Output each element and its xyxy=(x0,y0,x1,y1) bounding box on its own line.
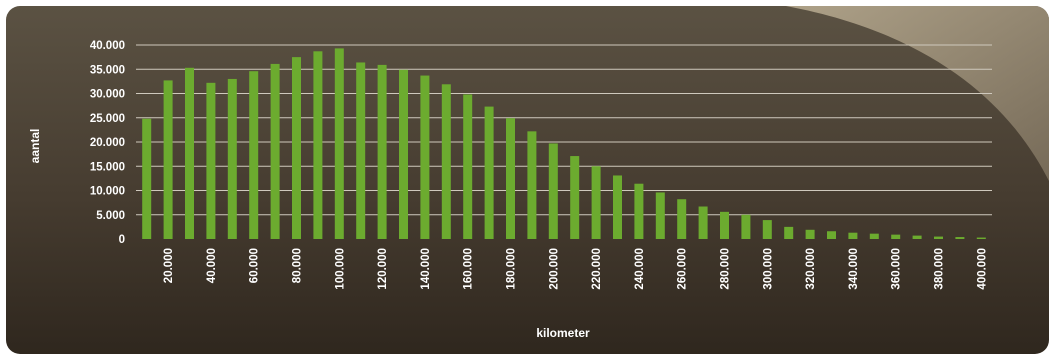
x-tick-label: 320.000 xyxy=(805,248,817,290)
x-tick-label: 340.000 xyxy=(848,248,860,290)
bar xyxy=(399,69,408,239)
x-tick-label: 140.000 xyxy=(420,248,432,290)
bar xyxy=(185,67,194,239)
x-tick-label: 160.000 xyxy=(463,248,475,290)
y-tick-label: 25.000 xyxy=(90,113,125,125)
decorative-swoosh xyxy=(786,6,1049,181)
x-tick-label: 100.000 xyxy=(334,248,346,290)
bar xyxy=(848,232,858,239)
y-tick-label: 5.000 xyxy=(96,210,125,222)
bar xyxy=(634,183,644,239)
y-tick-label: 10.000 xyxy=(90,186,125,198)
x-tick-label: 20.000 xyxy=(163,248,175,283)
y-tick-label: 20.000 xyxy=(90,137,125,149)
x-tick-label: 280.000 xyxy=(720,248,732,290)
x-axis-title: kilometer xyxy=(536,326,590,340)
x-tick-label: 380.000 xyxy=(934,248,946,290)
bar xyxy=(334,48,344,239)
x-tick-label: 80.000 xyxy=(292,248,304,283)
x-tick-label: 60.000 xyxy=(249,248,261,283)
bar xyxy=(955,237,965,239)
y-tick-label: 40.000 xyxy=(90,40,125,52)
x-tick-label: 180.000 xyxy=(506,248,518,290)
y-axis-title: aantal xyxy=(28,129,42,164)
bar xyxy=(356,62,366,240)
bar xyxy=(206,82,216,239)
bar xyxy=(591,166,601,239)
x-tick-label: 300.000 xyxy=(762,248,774,290)
bar xyxy=(484,106,494,239)
y-axis-ticks: 0 5.000 10.000 15.000 20.000 25.000 30.000 35.0… xyxy=(90,40,125,246)
y-tick-label: 30.000 xyxy=(90,89,125,101)
bar xyxy=(698,206,708,239)
bar xyxy=(249,71,259,239)
bar xyxy=(827,231,836,239)
bar xyxy=(377,64,387,239)
bar xyxy=(313,51,323,240)
y-tick-label: 15.000 xyxy=(90,161,125,173)
x-axis-ticks: 20.000 40.000 60.000 80.000 100.000 120.000 14… xyxy=(163,248,988,290)
bar xyxy=(527,131,537,239)
bar xyxy=(548,143,558,239)
bar xyxy=(720,211,729,239)
bar xyxy=(934,236,943,239)
chart-panel: 0 5.000 10.000 15.000 20.000 25.000 30.000 35.0… xyxy=(6,6,1049,354)
gridlines xyxy=(136,44,992,216)
bars xyxy=(142,48,986,240)
y-tick-label: 0 xyxy=(119,234,125,246)
x-tick-label: 260.000 xyxy=(677,248,689,290)
bar xyxy=(420,75,430,240)
bar xyxy=(869,233,879,239)
bar xyxy=(655,192,665,239)
bar xyxy=(227,78,237,239)
bar xyxy=(784,226,794,239)
bar xyxy=(613,175,622,239)
bar xyxy=(570,156,580,239)
bar xyxy=(677,199,687,239)
bar-chart: 0 5.000 10.000 15.000 20.000 25.000 30.000 35.0… xyxy=(28,6,1049,340)
bar xyxy=(976,237,986,239)
x-tick-label: 240.000 xyxy=(634,248,646,290)
x-tick-label: 360.000 xyxy=(891,248,903,290)
x-tick-label: 220.000 xyxy=(591,248,603,290)
bar xyxy=(891,234,901,239)
bar xyxy=(441,84,451,239)
x-tick-label: 40.000 xyxy=(206,248,218,283)
y-tick-label: 35.000 xyxy=(90,64,125,76)
x-tick-label: 200.000 xyxy=(548,248,560,290)
bar xyxy=(142,118,152,239)
bar xyxy=(463,94,473,239)
bar xyxy=(163,80,173,239)
x-tick-label: 400.000 xyxy=(976,248,988,290)
bar xyxy=(270,63,280,239)
bar xyxy=(912,235,922,239)
x-tick-label: 120.000 xyxy=(377,248,389,290)
bar xyxy=(741,214,751,239)
bar xyxy=(762,220,772,239)
bar xyxy=(805,229,815,239)
bar xyxy=(292,57,301,239)
bar xyxy=(506,118,515,239)
